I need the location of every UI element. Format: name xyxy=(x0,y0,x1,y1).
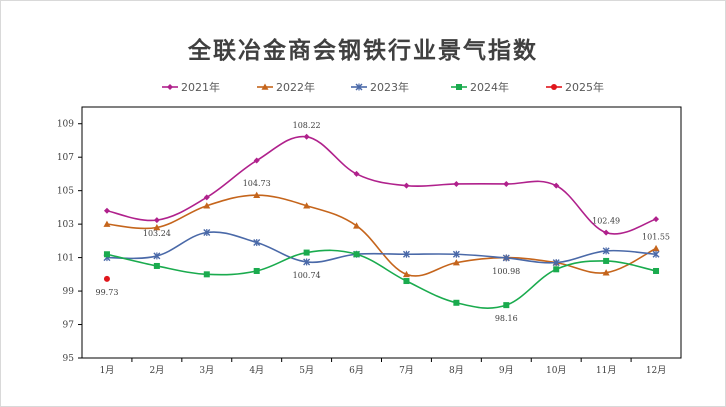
data-point xyxy=(603,257,610,264)
data-point xyxy=(153,252,161,260)
data-point xyxy=(253,239,261,247)
data-point xyxy=(453,180,460,187)
y-tick-label: 97 xyxy=(63,321,75,331)
legend-item: 2022年 xyxy=(257,78,315,96)
data-point xyxy=(603,229,610,236)
x-tick-label: 10月 xyxy=(546,365,566,376)
data-point xyxy=(353,170,360,177)
data-point xyxy=(203,229,211,236)
data-point xyxy=(653,267,660,274)
data-point xyxy=(103,275,110,282)
data-point xyxy=(452,259,460,266)
data-point xyxy=(153,217,160,224)
data-point xyxy=(602,269,610,276)
data-point xyxy=(502,254,510,262)
data-point xyxy=(403,182,410,189)
data-point xyxy=(203,194,210,201)
data-point xyxy=(303,133,310,140)
data-point xyxy=(452,250,460,258)
series-line-2021年 xyxy=(106,135,657,235)
data-point xyxy=(402,270,410,278)
y-tick-label: 103 xyxy=(57,220,74,230)
chart-title: 全联冶金商会钢铁行业景气指数 xyxy=(188,38,538,64)
data-point xyxy=(103,207,110,214)
data-label: 103.24 xyxy=(143,229,171,238)
series-line-2024年 xyxy=(106,249,657,309)
data-label: 100.98 xyxy=(492,267,520,276)
x-tick-label: 6月 xyxy=(349,365,364,376)
data-point xyxy=(153,262,160,269)
x-tick-label: 8月 xyxy=(449,365,464,376)
x-tick-label: 5月 xyxy=(299,365,314,376)
legend-item: 2021年 xyxy=(162,78,220,96)
data-point xyxy=(503,180,510,187)
legend-label: 2024年 xyxy=(470,81,509,94)
x-tick-label: 9月 xyxy=(499,365,514,376)
legend-swatch-icon xyxy=(546,84,562,90)
plot-border xyxy=(81,106,682,359)
legend-item: 2024年 xyxy=(451,78,509,96)
data-point xyxy=(552,259,560,267)
data-point xyxy=(203,202,211,209)
y-tick-label: 101 xyxy=(57,254,74,264)
y-tick-label: 99 xyxy=(63,287,75,297)
data-point xyxy=(503,302,510,309)
legend-swatch-icon xyxy=(451,84,467,90)
data-point xyxy=(602,247,610,255)
x-tick-label: 12月 xyxy=(646,365,666,376)
data-point xyxy=(153,223,161,231)
legend: 2021年 2022年 2023年 2024年 2025年 xyxy=(1,78,725,96)
data-point xyxy=(253,157,260,164)
data-point xyxy=(303,258,311,266)
data-point xyxy=(353,251,360,258)
x-tick-label: 3月 xyxy=(199,365,214,376)
legend-swatch-icon xyxy=(351,83,367,91)
data-label: 101.55 xyxy=(642,232,670,241)
x-tick-label: 4月 xyxy=(249,365,264,376)
series-line-2022年 xyxy=(106,194,657,277)
legend-label: 2022年 xyxy=(276,81,315,94)
data-label: 104.73 xyxy=(243,179,271,188)
x-tick-label: 2月 xyxy=(150,365,165,376)
legend-item: 2023年 xyxy=(351,78,409,96)
data-point xyxy=(203,271,210,278)
legend-label: 2023年 xyxy=(370,81,409,94)
legend-label: 2025年 xyxy=(565,81,604,94)
data-point xyxy=(253,191,261,198)
data-point xyxy=(253,267,260,274)
series-line-2023年 xyxy=(106,231,657,264)
data-point xyxy=(403,278,410,285)
data-point xyxy=(353,222,361,229)
data-point xyxy=(303,202,311,209)
y-tick-label: 107 xyxy=(57,153,74,163)
x-tick-label: 1月 xyxy=(100,365,115,376)
data-point xyxy=(402,250,410,258)
y-tick-label: 95 xyxy=(63,354,75,364)
x-tick-label: 7月 xyxy=(399,365,414,376)
data-point xyxy=(652,244,660,252)
data-point xyxy=(103,251,110,258)
data-point xyxy=(103,220,111,227)
data-point xyxy=(553,182,560,189)
legend-label: 2021年 xyxy=(181,81,220,94)
data-point xyxy=(553,266,560,273)
legend-swatch-icon xyxy=(162,84,178,90)
data-point xyxy=(303,249,310,256)
data-label: 99.73 xyxy=(96,288,119,297)
y-tick-label: 109 xyxy=(57,120,74,130)
data-label: 100.74 xyxy=(293,271,321,280)
data-point xyxy=(653,216,660,223)
y-tick-label: 105 xyxy=(57,187,74,197)
x-tick-label: 11月 xyxy=(596,365,616,376)
data-label: 108.22 xyxy=(293,121,321,130)
data-point xyxy=(652,250,660,258)
data-label: 98.16 xyxy=(495,314,518,323)
data-point xyxy=(453,299,460,306)
legend-item: 2025年 xyxy=(546,78,604,96)
data-label: 102.49 xyxy=(592,217,620,226)
legend-swatch-icon xyxy=(257,83,273,90)
